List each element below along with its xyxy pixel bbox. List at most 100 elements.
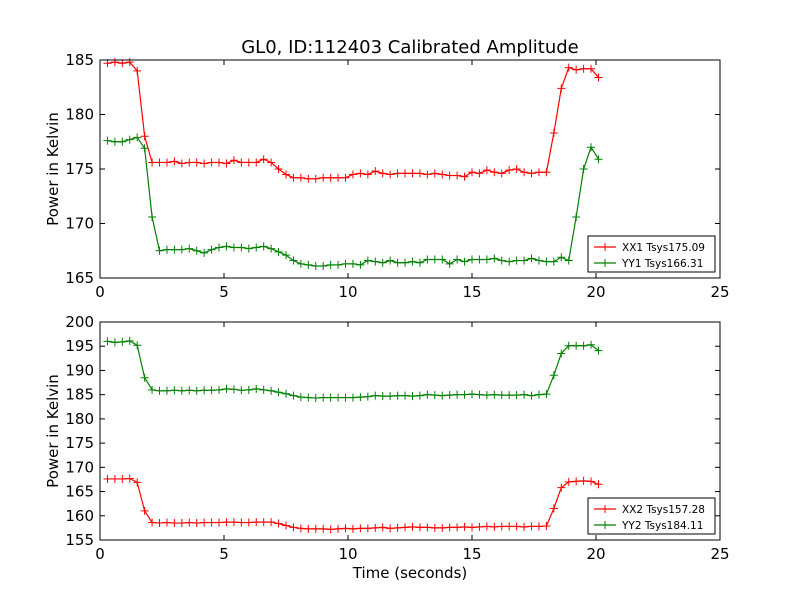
data-point	[438, 255, 447, 264]
data-point	[490, 390, 499, 399]
data-point	[267, 518, 276, 527]
data-point	[304, 393, 313, 402]
data-point	[430, 523, 439, 532]
data-point	[534, 168, 543, 177]
data-point	[282, 170, 290, 179]
data-point	[304, 174, 313, 183]
data-point	[415, 391, 424, 400]
data-point	[148, 212, 157, 221]
data-point	[319, 393, 328, 402]
data-point	[408, 169, 417, 178]
data-point	[103, 59, 112, 68]
series-yy2	[103, 336, 603, 403]
data-point	[140, 506, 149, 515]
data-point	[371, 391, 380, 400]
data-point	[259, 242, 268, 251]
data-point	[319, 173, 328, 182]
data-point	[133, 133, 142, 142]
y-tick-label: 170	[65, 458, 94, 476]
data-point	[326, 525, 335, 534]
data-point	[371, 257, 380, 266]
y-axis-label: Power in Kelvin	[44, 374, 62, 488]
data-point	[505, 391, 514, 400]
data-point	[177, 245, 186, 254]
series-xx1	[103, 58, 603, 183]
data-point	[475, 390, 484, 399]
data-point	[356, 169, 365, 178]
data-point	[348, 170, 357, 179]
data-point	[415, 523, 424, 532]
x-tick-label: 0	[95, 283, 105, 301]
data-point	[527, 254, 536, 263]
data-point	[460, 257, 469, 266]
data-point	[348, 393, 357, 402]
data-point	[311, 174, 320, 183]
data-point	[512, 256, 521, 265]
data-point	[408, 257, 417, 266]
data-point	[542, 390, 551, 399]
data-point	[244, 244, 253, 253]
data-point	[267, 386, 276, 395]
data-point	[334, 173, 343, 182]
data-point	[192, 519, 201, 528]
y-tick-label: 180	[65, 410, 94, 428]
data-point	[252, 384, 261, 393]
data-point	[267, 244, 276, 253]
data-point	[207, 386, 216, 395]
data-point	[453, 171, 462, 180]
data-point	[185, 158, 194, 167]
data-point	[326, 260, 335, 269]
legend-label: XX1 Tsys175.09	[622, 242, 705, 254]
data-point	[222, 384, 231, 393]
data-point	[497, 169, 506, 178]
data-point	[579, 64, 588, 73]
data-point	[170, 386, 179, 395]
data-point	[185, 244, 194, 253]
data-point	[512, 522, 521, 531]
data-point	[229, 156, 238, 165]
data-point	[311, 394, 320, 403]
data-point	[207, 158, 216, 167]
data-point	[215, 385, 224, 394]
data-point	[445, 391, 454, 400]
x-tick-label: 0	[95, 545, 105, 563]
data-point	[534, 390, 543, 399]
data-point	[229, 518, 238, 527]
data-point	[125, 336, 134, 345]
data-point	[564, 256, 573, 265]
data-point	[334, 260, 343, 269]
data-point	[401, 258, 410, 267]
data-point	[140, 144, 149, 153]
data-point	[244, 518, 253, 527]
data-point	[200, 248, 209, 257]
data-point	[222, 242, 231, 251]
legend-marker	[601, 243, 609, 251]
data-point	[423, 255, 432, 264]
data-point	[222, 518, 231, 527]
data-point	[326, 393, 335, 402]
data-point	[482, 255, 491, 264]
data-point	[393, 523, 402, 532]
data-point	[125, 474, 134, 483]
x-tick-label: 5	[219, 545, 229, 563]
data-point	[505, 257, 514, 266]
data-point	[564, 477, 573, 486]
y-tick-label: 195	[65, 337, 94, 355]
data-point	[572, 341, 581, 350]
y-tick-label: 185	[65, 51, 94, 69]
data-point	[564, 341, 573, 350]
data-point	[215, 243, 224, 252]
data-point	[393, 391, 402, 400]
data-point	[505, 166, 514, 175]
data-point	[594, 480, 603, 489]
legend-box	[587, 235, 716, 273]
data-point	[229, 243, 238, 252]
data-point	[572, 477, 581, 486]
y-tick-label: 175	[65, 434, 94, 452]
data-point	[468, 523, 476, 532]
legend-marker	[601, 521, 609, 529]
series-xx2	[103, 474, 603, 534]
data-point	[185, 386, 194, 395]
legend-label: YY1 Tsys166.31	[621, 258, 703, 270]
